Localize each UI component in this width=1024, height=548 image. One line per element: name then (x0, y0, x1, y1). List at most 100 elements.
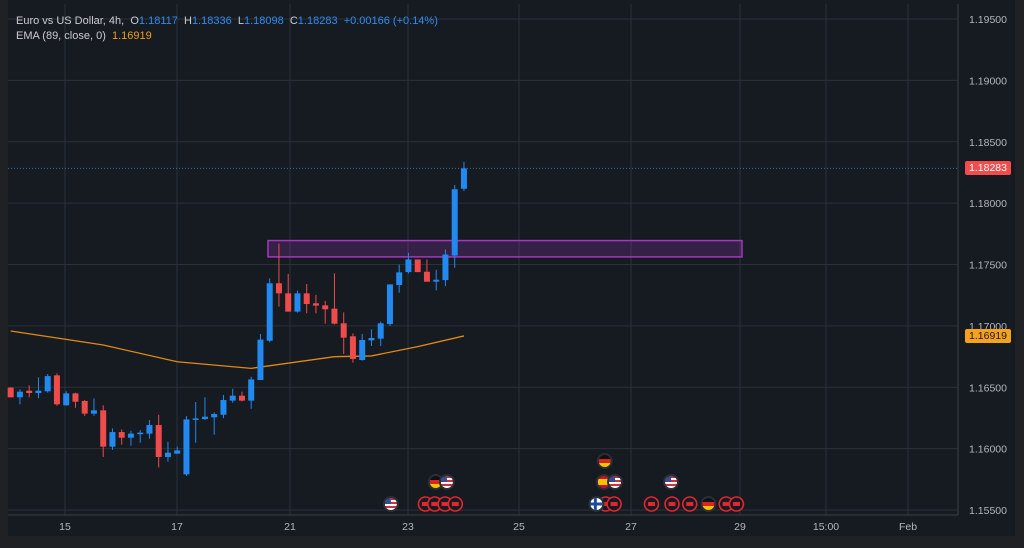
y-tick-label: 1.19500 (969, 14, 1007, 26)
y-tick-label: 1.15500 (969, 505, 1007, 517)
country-flag-de-icon[interactable] (700, 496, 717, 512)
candle-body (229, 395, 236, 401)
y-tick-label: 1.18000 (969, 198, 1007, 210)
candle (174, 446, 181, 455)
country-flag-us-icon[interactable] (663, 474, 680, 490)
candle (164, 441, 171, 462)
candle-body (137, 432, 144, 435)
country-flag-de-icon[interactable] (427, 474, 444, 490)
flag-stripe (384, 504, 397, 506)
candle (396, 264, 403, 293)
candle (192, 401, 199, 443)
high-value: 1.18336 (191, 15, 232, 27)
candle (100, 405, 107, 457)
candle-body (460, 168, 467, 189)
y-tick-label: 1.16000 (969, 444, 1007, 456)
candle (368, 329, 375, 347)
flag-stripe (609, 484, 622, 486)
flag-stripe (665, 486, 678, 488)
candle-body (248, 379, 255, 401)
candle-body (257, 339, 264, 381)
y-tick-label: 1.19000 (969, 75, 1007, 87)
candle (386, 284, 393, 326)
country-flag-de-icon[interactable] (596, 453, 613, 469)
candle (331, 273, 338, 325)
candle (349, 333, 356, 363)
open-label: O (130, 15, 139, 27)
ema-row[interactable]: EMA (89, close, 0) 1.16919 (16, 29, 438, 44)
candle (405, 252, 412, 274)
economic-event-alert-icon[interactable] (681, 496, 698, 512)
ema-value: 1.16919 (112, 30, 152, 42)
ema-label: EMA (89, close, 0) (16, 30, 106, 42)
candle-body (90, 410, 97, 414)
candle-body (174, 450, 181, 454)
candle-body (164, 452, 171, 457)
candle-body (423, 271, 430, 282)
candle-body (7, 387, 14, 398)
flag-band (597, 479, 610, 485)
flag-graphic (597, 476, 610, 488)
country-flag-us-icon[interactable] (438, 474, 455, 490)
right-scrollbar[interactable] (1015, 0, 1024, 548)
economic-event-alert-icon[interactable] (664, 496, 680, 512)
x-tick-label: 25 (513, 521, 525, 533)
candle-body (72, 393, 79, 402)
candle (451, 184, 458, 268)
candle-body (100, 410, 107, 447)
candle-body (294, 293, 301, 312)
candle (146, 420, 153, 439)
candle (433, 269, 440, 291)
candle-body (396, 272, 403, 285)
low-value: 1.18098 (243, 15, 284, 27)
y-tick-label: 1.16500 (969, 382, 1007, 394)
economic-event-alert-icon[interactable] (606, 496, 622, 512)
candle (229, 388, 236, 403)
country-flag-us-icon[interactable] (607, 474, 624, 490)
symbol-ohlc-row: Euro vs US Dollar, 4h, O1.18117 H1.18336… (16, 14, 438, 29)
economic-event-alert-icon[interactable] (447, 496, 464, 512)
flag-band (702, 502, 715, 506)
supply-zone-rectangle[interactable] (267, 239, 743, 258)
alert-mark (647, 502, 655, 506)
flag-canton (665, 476, 672, 482)
candle (423, 259, 430, 282)
flag-stripe (440, 486, 453, 488)
country-flag-us-icon[interactable] (382, 496, 399, 512)
candle (340, 312, 347, 354)
flag-band (598, 463, 611, 467)
economic-event-alert-icon[interactable] (643, 496, 660, 512)
candle (81, 400, 88, 416)
candle (312, 294, 319, 314)
candle-body (44, 376, 51, 392)
economic-event-alert-icon[interactable] (728, 496, 745, 512)
alert-mark (722, 502, 730, 506)
candle-body (405, 259, 412, 273)
country-flag-es-icon[interactable] (595, 474, 612, 490)
candle-body (451, 189, 458, 256)
candle-body (414, 259, 421, 273)
candle-body (368, 338, 375, 341)
flag-band (702, 506, 715, 510)
candle (7, 387, 14, 398)
candle (414, 259, 421, 273)
x-tick-label: 15:00 (813, 521, 839, 533)
candle (90, 398, 97, 416)
alert-mark (431, 502, 439, 506)
flag-band (598, 459, 611, 463)
flag-canton (440, 476, 447, 482)
candle-body (433, 279, 440, 282)
candle (155, 414, 162, 468)
candle (137, 430, 144, 443)
ema-line (10, 330, 465, 370)
candle-body (211, 414, 218, 418)
candle-body (146, 425, 153, 434)
candle-body (201, 416, 208, 420)
flag-graphic (665, 476, 678, 488)
left-border (0, 0, 8, 548)
country-flag-fi-icon[interactable] (588, 496, 605, 512)
candle-body (192, 418, 199, 420)
candle-body (386, 284, 393, 325)
flag-stripe (440, 482, 453, 484)
